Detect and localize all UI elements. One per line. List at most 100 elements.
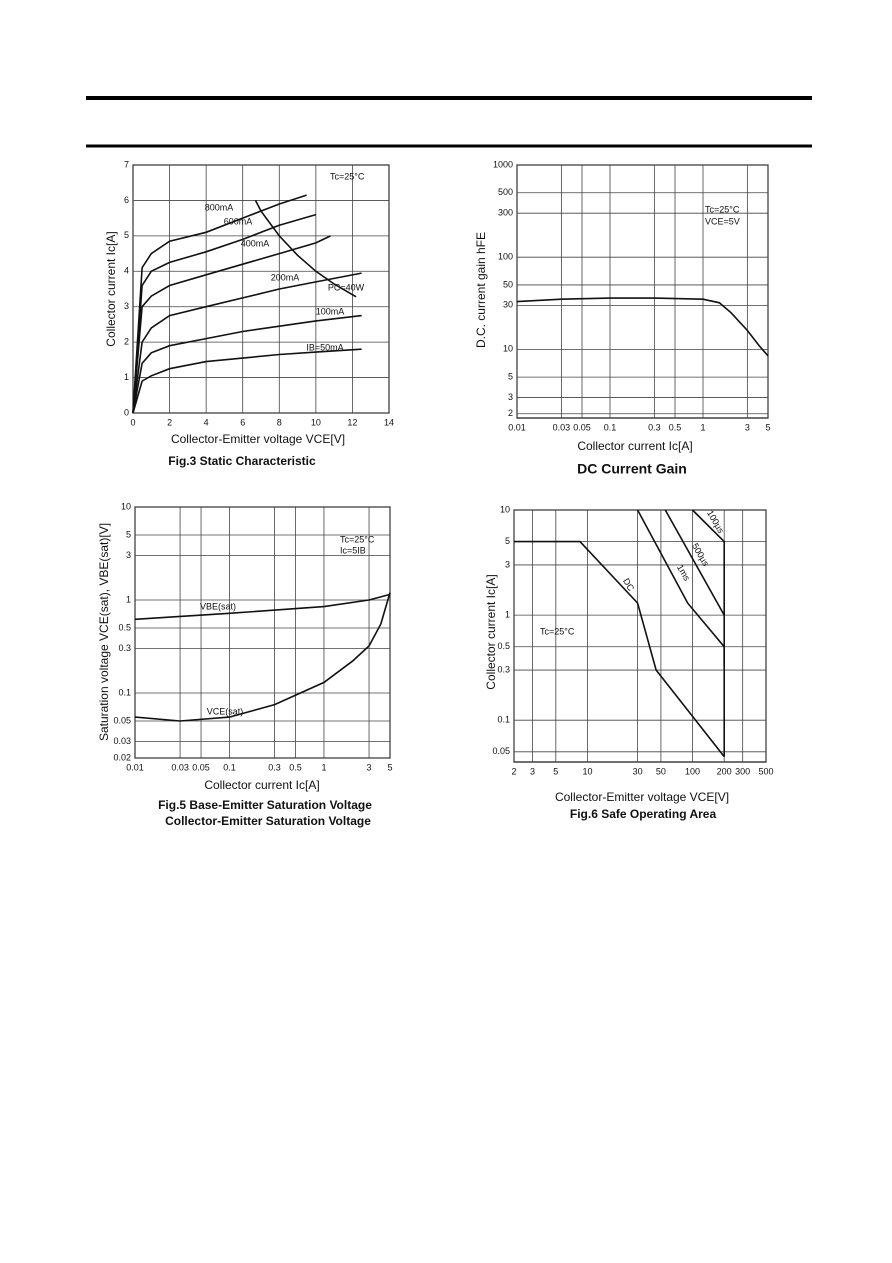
x-tick-label: 50 (656, 766, 666, 776)
y-tick-label: 4 (124, 266, 129, 276)
x-axis-label: Collector-Emitter voltage VCE[V] (171, 432, 345, 446)
x-tick-label: 0.3 (648, 422, 661, 432)
x-tick-label: 3 (367, 762, 372, 772)
y-tick-label: 2 (508, 408, 513, 418)
x-tick-label: 0.5 (289, 762, 302, 772)
series-label: IB=50mA (306, 342, 343, 352)
y-tick-label: 10 (500, 504, 510, 514)
y-tick-label: 0.1 (118, 687, 131, 697)
y-tick-label: 5 (508, 371, 513, 381)
y-tick-label: 0.5 (118, 622, 131, 632)
series-label: 600mA (224, 216, 253, 226)
x-tick-label: 0.1 (223, 762, 236, 772)
y-tick-label: 0.3 (118, 643, 131, 653)
y-tick-label: 0.1 (497, 715, 510, 725)
y-tick-label: 7 (124, 159, 129, 169)
series-label: VBE(sat) (200, 601, 236, 611)
plot-area (134, 506, 391, 759)
y-tick-label: 0.02 (113, 752, 131, 762)
x-tick-label: 0.01 (126, 762, 144, 772)
series-label: 800mA (205, 202, 234, 212)
annotation: Tc=25°C (330, 171, 365, 181)
x-tick-label: 0.01 (508, 422, 526, 432)
annotation: Ic=5IB (340, 545, 366, 555)
annotation: Tc=25°C (705, 204, 740, 214)
series-label: 200mA (271, 272, 300, 282)
x-tick-label: 100 (685, 766, 700, 776)
chart-subtitle: Collector-Emitter Saturation Voltage (165, 814, 371, 828)
x-tick-label: 200 (717, 766, 732, 776)
y-tick-label: 2 (124, 337, 129, 347)
x-tick-label: 12 (347, 417, 357, 427)
y-tick-label: 1 (126, 594, 131, 604)
series-label: 100mA (316, 306, 345, 316)
x-tick-label: 0.1 (604, 422, 617, 432)
x-tick-label: 6 (240, 417, 245, 427)
x-tick-label: 0.3 (268, 762, 281, 772)
y-tick-label: 0.03 (113, 736, 131, 746)
x-tick-label: 0 (130, 417, 135, 427)
x-tick-label: 5 (553, 766, 558, 776)
curve (132, 348, 362, 414)
y-tick-label: 3 (505, 559, 510, 569)
curve (132, 235, 331, 414)
y-tick-label: 1 (124, 372, 129, 382)
x-tick-label: 5 (765, 422, 770, 432)
chart-title: Fig.5 Base-Emitter Saturation Voltage (158, 798, 372, 812)
x-tick-label: 500 (758, 766, 773, 776)
x-tick-label: 1 (321, 762, 326, 772)
x-tick-label: 0.5 (669, 422, 682, 432)
curve (664, 509, 725, 616)
annotation: VCE=5V (705, 216, 740, 226)
series-label: VCE(sat) (207, 706, 244, 716)
x-tick-label: 3 (530, 766, 535, 776)
y-tick-label: 500 (498, 187, 513, 197)
x-tick-label: 10 (582, 766, 592, 776)
x-tick-label: 1 (700, 422, 705, 432)
y-tick-label: 0.5 (497, 641, 510, 651)
chart-title: Fig.6 Safe Operating Area (570, 807, 717, 821)
x-tick-label: 5 (387, 762, 392, 772)
y-tick-label: 5 (124, 230, 129, 240)
y-tick-label: 5 (505, 536, 510, 546)
curve (134, 593, 391, 621)
y-tick-label: 30 (503, 300, 513, 310)
curve (516, 297, 769, 357)
y-tick-label: 5 (126, 529, 131, 539)
x-tick-label: 300 (735, 766, 750, 776)
y-axis-label: Collector current Ic[A] (484, 574, 498, 689)
y-tick-label: 3 (126, 550, 131, 560)
x-axis-label: Collector-Emitter voltage VCE[V] (555, 790, 729, 804)
curve (132, 314, 362, 414)
y-axis-label: D.C. current gain hFE (474, 232, 488, 348)
x-tick-label: 2 (167, 417, 172, 427)
y-tick-label: 3 (124, 301, 129, 311)
x-tick-label: 2 (511, 766, 516, 776)
x-axis-label: Collector current Ic[A] (204, 778, 319, 792)
curve (514, 540, 725, 758)
x-tick-label: 8 (277, 417, 282, 427)
curve (132, 272, 362, 414)
y-tick-label: 3 (508, 392, 513, 402)
y-tick-label: 50 (503, 279, 513, 289)
x-tick-label: 3 (745, 422, 750, 432)
x-axis-label: Collector current Ic[A] (577, 439, 692, 453)
y-axis-label: Collector current Ic[A] (104, 231, 118, 346)
annotation: Tc=25°C (340, 534, 375, 544)
x-tick-label: 4 (204, 417, 209, 427)
curve (254, 200, 357, 298)
y-tick-label: 0.05 (113, 715, 131, 725)
y-tick-label: 0.05 (492, 746, 510, 756)
curve (691, 509, 725, 757)
y-tick-label: 100 (498, 252, 513, 262)
x-tick-label: 14 (384, 417, 394, 427)
annotation: Tc=25°C (540, 626, 575, 636)
plot-area (516, 164, 769, 419)
x-tick-label: 0.05 (573, 422, 591, 432)
x-tick-label: 10 (311, 417, 321, 427)
y-tick-label: 10 (503, 344, 513, 354)
curve (134, 592, 391, 722)
y-tick-label: 1 (505, 609, 510, 619)
x-tick-label: 30 (633, 766, 643, 776)
